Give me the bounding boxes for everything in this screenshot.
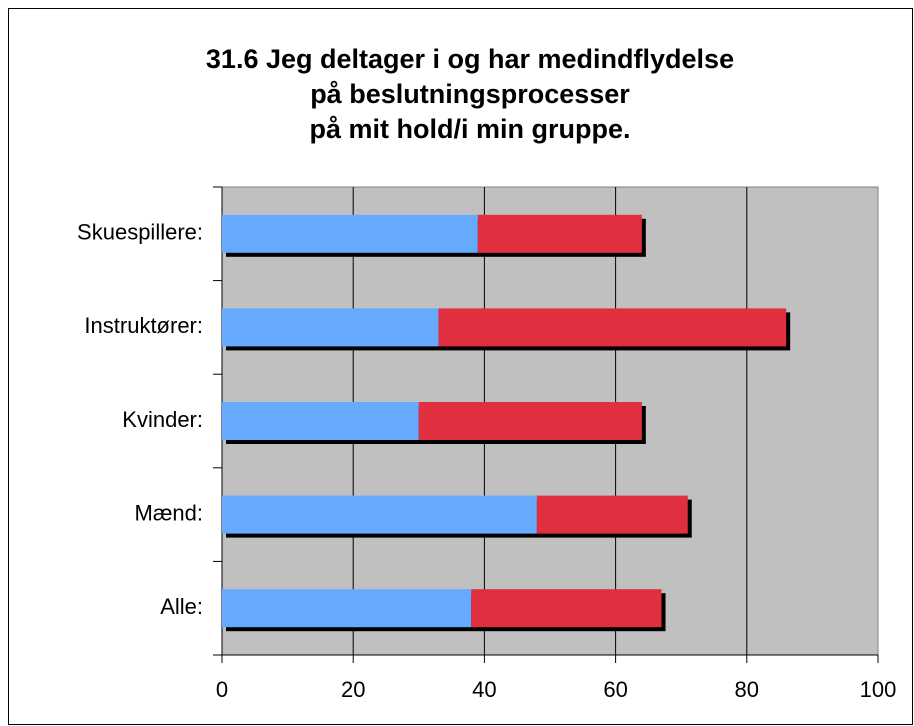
bar-segment bbox=[222, 308, 439, 347]
x-tick-label: 60 bbox=[603, 677, 627, 702]
bar-segment bbox=[418, 402, 642, 440]
bar-segment bbox=[438, 308, 787, 347]
chart-title: på mit hold/i min gruppe. bbox=[310, 114, 631, 144]
x-tick-label: 40 bbox=[472, 677, 496, 702]
x-tick-label: 80 bbox=[735, 677, 759, 702]
y-tick-label: Mænd: bbox=[135, 500, 203, 525]
y-tick-label: Instruktører: bbox=[84, 313, 203, 338]
chart-title: 31.6 Jeg deltager i og har medindflydels… bbox=[206, 44, 734, 74]
bar-segment bbox=[222, 589, 472, 628]
bar-segment bbox=[222, 402, 419, 440]
y-tick-label: Skuespillere: bbox=[77, 220, 203, 245]
y-tick-label: Alle: bbox=[160, 594, 203, 619]
bar-segment bbox=[222, 214, 478, 253]
x-tick-label: 0 bbox=[216, 677, 228, 702]
bar-segment bbox=[477, 214, 642, 253]
y-tick-label: Kvinder: bbox=[122, 407, 203, 432]
x-tick-label: 20 bbox=[341, 677, 365, 702]
chart-title: på beslutningsprocesser bbox=[310, 79, 630, 109]
x-tick-label: 100 bbox=[860, 677, 897, 702]
bar-segment bbox=[222, 495, 537, 534]
bar-segment bbox=[536, 495, 688, 534]
bar-segment bbox=[471, 589, 662, 628]
